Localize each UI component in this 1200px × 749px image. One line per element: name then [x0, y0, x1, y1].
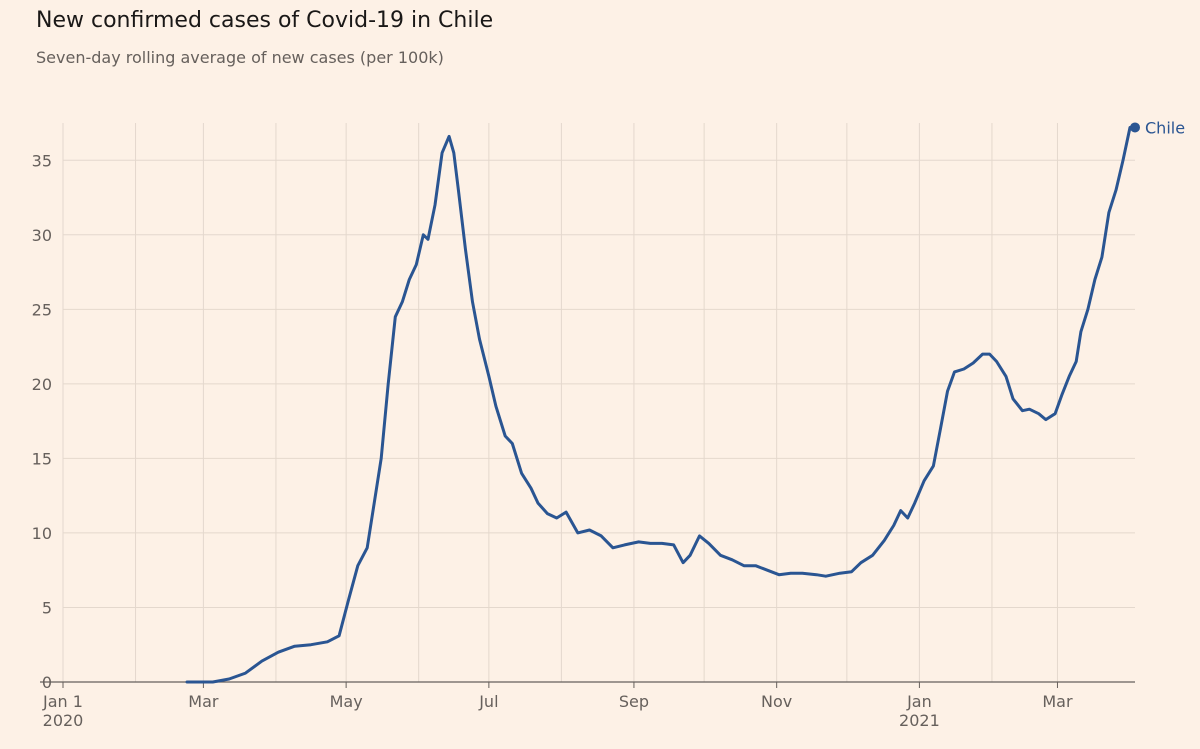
series-label-chile: Chile [1145, 118, 1185, 137]
chart-title: New confirmed cases of Covid-19 in Chile [36, 8, 494, 33]
y-tick-label: 30 [32, 226, 52, 245]
y-tick-label: 15 [32, 449, 52, 468]
x-tick-label: Jul [478, 692, 498, 711]
x-tick-sublabel: 2020 [43, 711, 84, 730]
x-tick-label: May [330, 692, 363, 711]
y-tick-label: 35 [32, 151, 52, 170]
series-line-chile [185, 126, 1132, 684]
x-tick-label: Sep [619, 692, 649, 711]
x-tick-label: Mar [188, 692, 219, 711]
y-tick-label: 20 [32, 375, 52, 394]
x-tick-label: Nov [761, 692, 792, 711]
y-tick-label: 25 [32, 300, 52, 319]
y-tick-label: 5 [42, 598, 52, 617]
x-tick-label: Mar [1042, 692, 1073, 711]
x-tick-label: Jan [906, 692, 932, 711]
series-end-dot-chile [1130, 122, 1140, 133]
x-tick-label: Jan 1 [42, 692, 83, 711]
y-tick-label: 10 [32, 524, 52, 543]
chart-subtitle: Seven-day rolling average of new cases (… [36, 48, 444, 67]
x-tick-sublabel: 2021 [899, 711, 940, 730]
y-gridlines [63, 159, 1135, 608]
x-gridlines [62, 123, 1058, 682]
